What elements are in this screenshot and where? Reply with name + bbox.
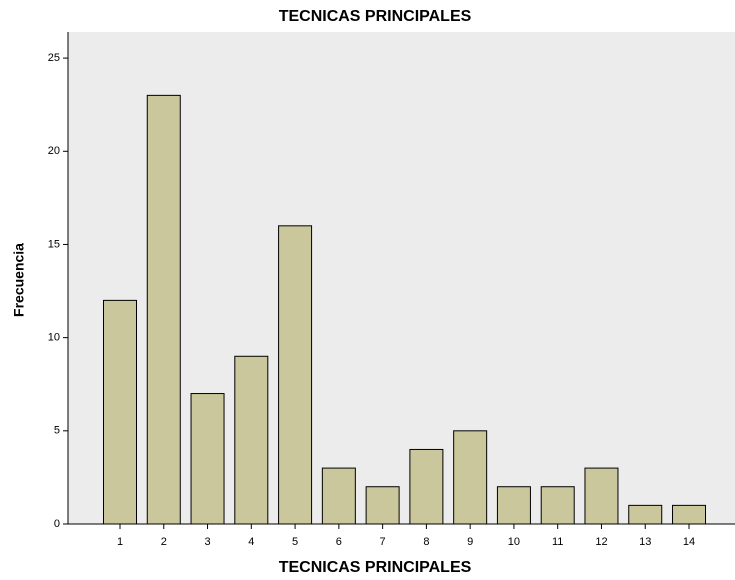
- bar: [234, 355, 269, 525]
- x-tick-label: 14: [683, 536, 695, 548]
- chart-title: TECNICAS PRINCIPALES: [279, 8, 472, 25]
- x-axis-label: TECNICAS PRINCIPALES: [279, 559, 472, 576]
- bar: [409, 448, 444, 525]
- x-tick-label: 13: [639, 536, 651, 548]
- bar: [672, 504, 707, 525]
- x-tick-label: 7: [380, 536, 386, 548]
- bar: [540, 486, 575, 525]
- bar: [365, 486, 400, 525]
- bar: [453, 430, 488, 525]
- y-axis-label: Frecuencia: [11, 243, 27, 317]
- x-tick-label: 9: [467, 536, 473, 548]
- x-tick-label: 12: [595, 536, 607, 548]
- x-tick-label: 11: [552, 536, 563, 548]
- bar: [103, 299, 137, 525]
- bar: [278, 225, 313, 525]
- x-tick-label: 6: [336, 536, 342, 548]
- x-tick-label: 1: [117, 536, 123, 548]
- bar: [190, 393, 225, 525]
- y-tick-label: 20: [48, 145, 60, 157]
- x-tick-label: 8: [423, 536, 429, 548]
- y-tick-label: 25: [48, 52, 60, 64]
- x-tick-label: 4: [248, 536, 254, 548]
- bar: [146, 94, 181, 525]
- y-tick-label: 0: [54, 518, 60, 530]
- y-tick-label: 15: [48, 238, 60, 250]
- x-tick-label: 5: [292, 536, 298, 548]
- bar: [321, 467, 356, 525]
- bar: [584, 467, 619, 525]
- y-tick-label: 5: [54, 425, 60, 437]
- bar: [628, 504, 663, 525]
- x-tick-label: 2: [161, 536, 167, 548]
- x-tick-label: 10: [508, 536, 520, 548]
- x-tick-label: 3: [204, 536, 210, 548]
- bar: [496, 486, 531, 525]
- y-tick-label: 10: [48, 332, 60, 344]
